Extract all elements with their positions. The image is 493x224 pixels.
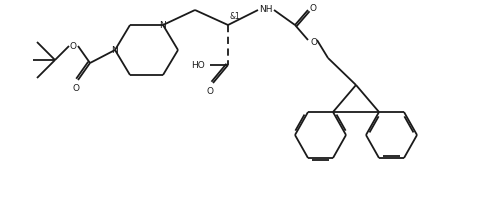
- Text: O: O: [310, 4, 317, 13]
- Text: O: O: [72, 84, 79, 93]
- Text: N: N: [111, 45, 118, 54]
- Text: &1: &1: [230, 11, 241, 21]
- Text: O: O: [207, 86, 213, 95]
- Text: HO: HO: [191, 60, 205, 69]
- Text: O: O: [311, 37, 317, 47]
- Text: N: N: [160, 21, 166, 30]
- Text: O: O: [70, 41, 76, 50]
- Text: NH: NH: [259, 4, 273, 13]
